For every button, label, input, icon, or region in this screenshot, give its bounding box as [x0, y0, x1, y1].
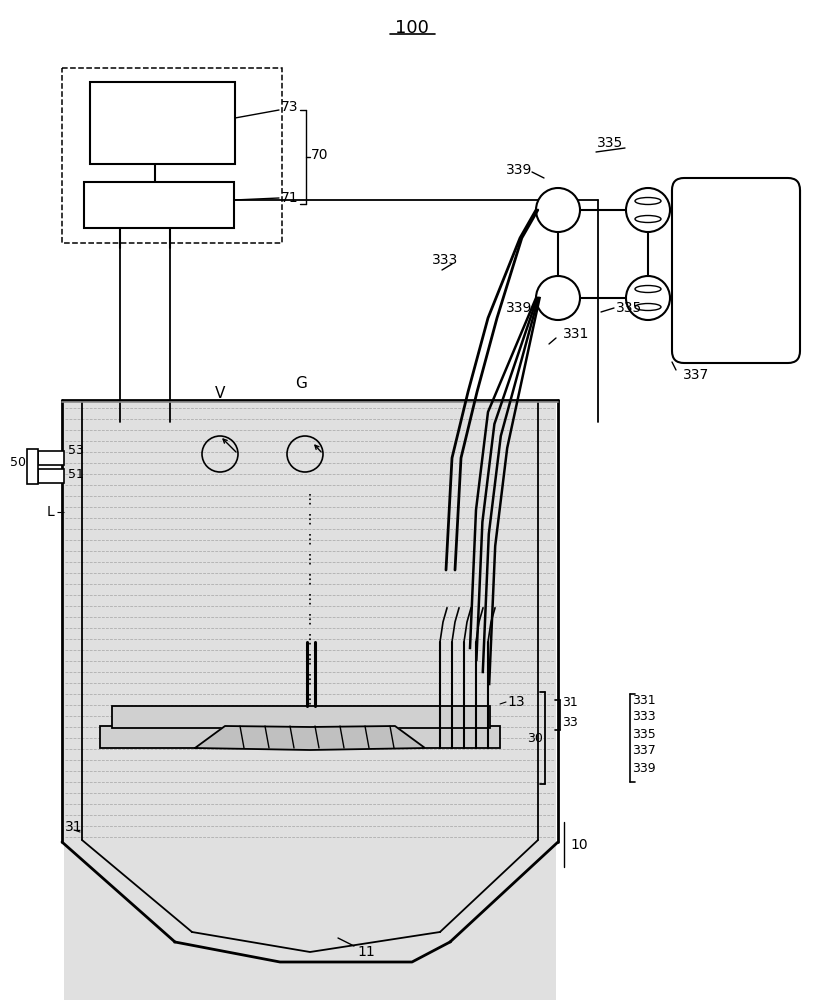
Text: 71: 71 [281, 191, 299, 205]
Ellipse shape [635, 216, 661, 223]
Text: 53: 53 [68, 444, 84, 458]
Text: 100: 100 [395, 19, 429, 37]
Text: 333: 333 [432, 253, 458, 267]
Bar [62, 68, 282, 243]
Text: 335: 335 [597, 136, 623, 150]
Polygon shape [195, 726, 425, 750]
Bar [64, 838, 556, 1000]
Bar [112, 706, 490, 728]
Bar [90, 82, 235, 164]
Text: 335: 335 [616, 301, 642, 315]
Text: 337: 337 [683, 368, 709, 382]
Bar [84, 182, 234, 228]
Text: 333: 333 [632, 710, 656, 724]
Ellipse shape [635, 198, 661, 205]
Text: L: L [47, 505, 54, 519]
Text: 335: 335 [632, 728, 656, 740]
Text: 33: 33 [562, 716, 578, 728]
Bar [27, 449, 38, 484]
Text: 339: 339 [506, 163, 532, 177]
Text: 339: 339 [506, 301, 532, 315]
FancyBboxPatch shape [672, 178, 800, 363]
Bar [100, 726, 500, 748]
Text: 30: 30 [527, 732, 543, 744]
Circle shape [536, 276, 580, 320]
Ellipse shape [635, 304, 661, 310]
Text: 51: 51 [68, 468, 84, 481]
Text: V: V [215, 385, 225, 400]
Text: 11: 11 [357, 945, 375, 959]
Text: 331: 331 [563, 327, 589, 341]
Text: 339: 339 [632, 762, 656, 774]
Circle shape [536, 188, 580, 232]
Bar [38, 469, 64, 483]
Text: 13: 13 [507, 695, 525, 709]
Bar [64, 402, 556, 838]
Text: 31: 31 [562, 696, 578, 708]
Text: 50: 50 [10, 456, 26, 468]
Text: 31: 31 [65, 820, 82, 834]
Text: 337: 337 [632, 744, 656, 758]
Ellipse shape [635, 286, 661, 292]
Text: G: G [295, 375, 307, 390]
Circle shape [626, 188, 670, 232]
Bar [38, 451, 64, 465]
Text: 10: 10 [570, 838, 587, 852]
Circle shape [626, 276, 670, 320]
Text: 70: 70 [311, 148, 328, 162]
Text: 73: 73 [281, 100, 299, 114]
Text: 331: 331 [632, 694, 656, 706]
